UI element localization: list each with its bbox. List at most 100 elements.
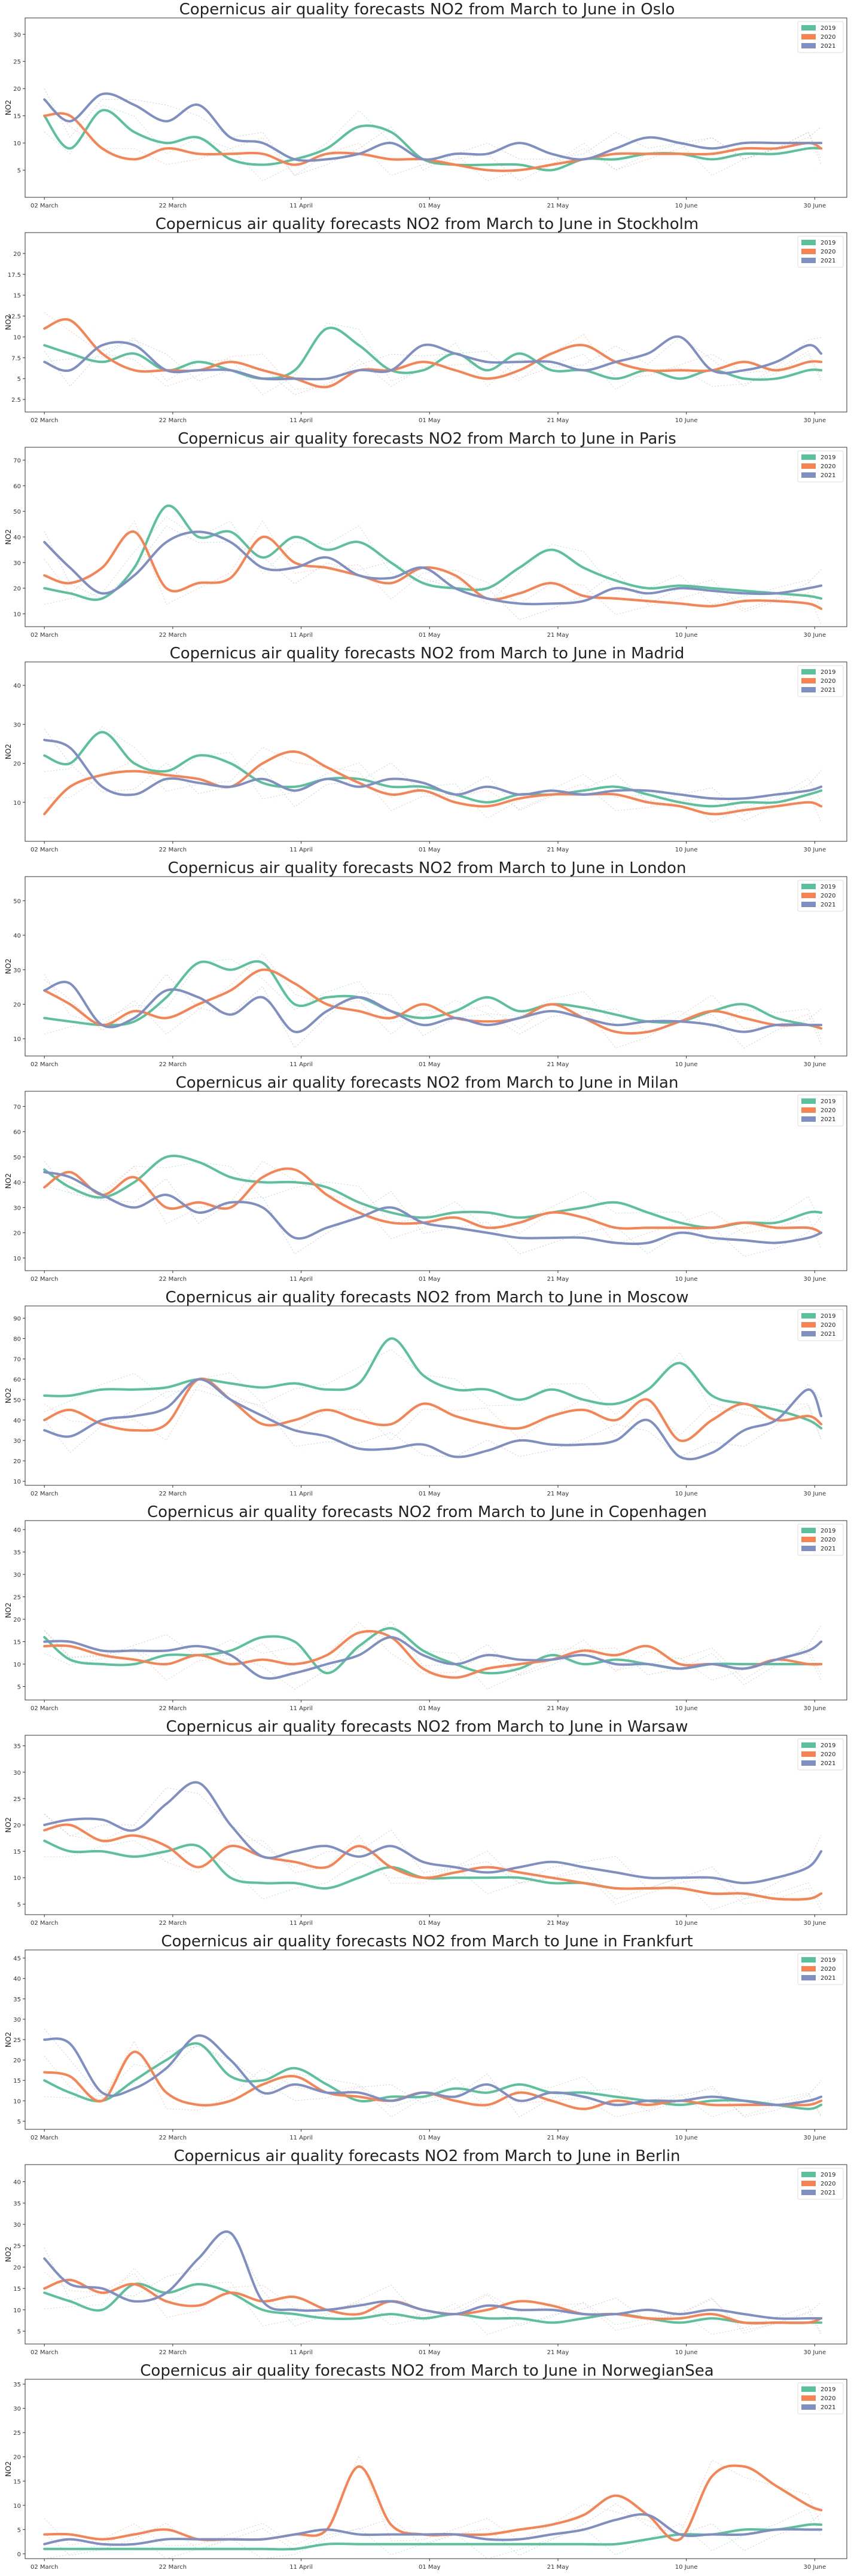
series-raw-line-2020 [44,1814,822,1910]
y-tick-label: 30 [13,2222,21,2229]
y-tick-label: 60 [13,1377,21,1384]
y-tick-label: 20 [13,1002,21,1008]
series-raw-line-2019 [44,959,822,1039]
x-tick-label: 11 April [289,847,313,853]
legend-label: 2019 [821,454,835,461]
x-tick-label: 22 March [159,847,187,853]
series-line-2019 [43,504,823,601]
y-tick-label: 90 [13,1316,21,1322]
y-tick-label: 10 [13,334,21,341]
y-tick-label: 30 [13,1770,21,1777]
series-line-2019 [43,1155,823,1229]
y-tick-label: 35 [13,2382,21,2388]
y-tick-label: 5 [17,168,21,175]
legend-label: 2020 [821,249,835,255]
series-raw-line-2020 [44,2455,822,2546]
x-tick-label: 22 March [159,2564,187,2571]
series-line-2021 [43,335,823,381]
legend-label: 2021 [821,258,835,264]
series-line-2021 [43,1171,823,1246]
chart-title: Copernicus air quality forecasts NO2 fro… [178,430,676,448]
legend-swatch [801,1751,816,1757]
y-tick-label: 5 [17,2119,21,2125]
series-line-2019 [43,2042,823,2110]
series-line-2020 [43,112,823,172]
x-tick-label: 01 May [419,1705,441,1712]
chart-panel: Copernicus air quality forecasts NO2 fro… [4,859,847,1068]
y-axis-label: NO2 [4,529,13,545]
series-line-2019 [43,731,823,808]
y-tick-label: 50 [13,898,21,905]
y-tick-label: 70 [13,457,21,464]
x-tick-label: 21 May [547,1491,569,1497]
series-raw-line-2020 [44,2272,822,2335]
plot-frame [25,1305,847,1486]
x-tick-label: 30 June [803,203,826,209]
x-tick-label: 21 May [547,1920,569,1927]
y-tick-label: 60 [13,483,21,490]
y-tick-label: 20 [13,1458,21,1465]
series-line-2020 [43,1823,823,1901]
x-tick-label: 10 June [675,417,698,424]
legend-label: 2021 [821,902,835,908]
y-tick-label: 40 [13,1418,21,1424]
series-raw-line-2020 [44,1161,822,1249]
y-tick-label: 20 [13,2455,21,2461]
series-line-2020 [43,530,823,610]
y-axis-label: NO2 [4,1388,13,1403]
chart-panel: Copernicus air quality forecasts NO2 fro… [4,1933,847,2141]
x-tick-label: 10 June [675,847,698,853]
chart-title: Copernicus air quality forecasts NO2 fro… [147,1503,707,1521]
series-line-2020 [43,968,823,1035]
x-tick-label: 21 May [547,2349,569,2356]
x-tick-label: 11 April [289,1920,313,1927]
x-tick-label: 02 March [30,847,58,853]
series-raw-line-2019 [44,1348,822,1439]
legend-label: 2021 [821,2190,835,2196]
legend-label: 2021 [821,1546,835,1552]
series-raw-line-2019 [44,2508,822,2559]
x-tick-label: 30 June [803,1920,826,1927]
y-tick-label: 35 [13,1744,21,1750]
y-axis-label: NO2 [4,315,13,330]
x-tick-label: 11 April [289,1491,313,1497]
y-tick-label: 25 [13,1796,21,1803]
legend-label: 2020 [821,1751,835,1758]
y-tick-label: 30 [13,2406,21,2413]
x-tick-label: 02 March [30,1276,58,1283]
y-tick-label: 25 [13,2430,21,2437]
series-raw-line-2020 [44,312,822,390]
y-tick-label: 15 [13,1640,21,1646]
y-tick-label: 5 [17,376,21,383]
legend-label: 2019 [821,884,835,890]
legend: 2019 2020 2021 [797,1094,844,1127]
legend-swatch [801,249,816,254]
chart-panel: Copernicus air quality forecasts NO2 fro… [4,215,847,424]
x-tick-label: 22 March [159,1705,187,1712]
legend-swatch [801,1116,816,1122]
chart-title: Copernicus air quality forecasts NO2 fro… [161,1933,693,1951]
plot-frame [25,17,847,198]
series-raw-line-2020 [44,99,822,182]
legend-label: 2019 [821,2386,835,2393]
legend-label: 2020 [821,2395,835,2402]
plot-frame [25,661,847,842]
chart-panel: Copernicus air quality forecasts NO2 fro… [4,1074,847,1283]
legend-label: 2020 [821,463,835,470]
x-tick-label: 02 March [30,632,58,639]
x-tick-label: 21 May [547,417,569,424]
series-raw-line-2021 [44,1161,822,1257]
series-raw-line-2021 [44,336,822,395]
y-tick-label: 80 [13,1336,21,1343]
series-raw-line-2020 [44,1384,822,1441]
y-tick-label: 15 [13,114,21,120]
legend-swatch [801,2190,816,2195]
legend-swatch [801,1098,816,1104]
series-raw-line-2020 [44,1621,822,1681]
chart-panel: Copernicus air quality forecasts NO2 fro… [4,2147,847,2356]
x-tick-label: 22 March [159,417,187,424]
y-tick-label: 40 [13,2180,21,2186]
x-tick-label: 11 April [289,632,313,639]
y-tick-label: 30 [13,722,21,728]
legend-label: 2019 [821,25,835,32]
